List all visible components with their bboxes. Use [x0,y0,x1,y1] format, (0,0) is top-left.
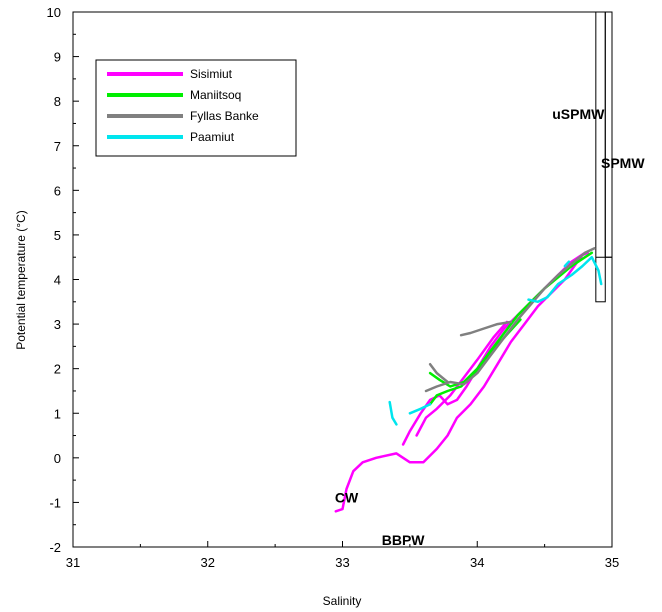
x-tick-label: 31 [66,555,80,570]
y-tick-label: -1 [49,495,61,510]
y-tick-label: 6 [54,183,61,198]
series-line-paamiut [563,260,571,268]
water-mass-box [604,11,613,258]
x-tick-label: 33 [335,555,349,570]
series-line-paamiut [408,403,432,415]
y-tick-label: -2 [49,540,61,555]
series-line-fyllas-banke [459,320,513,337]
plot-marks [334,11,613,513]
y-tick-label: 2 [54,362,61,377]
series-line-paamiut [388,400,398,426]
legend-label: Fyllas Banke [190,109,259,123]
y-tick-label: 7 [54,139,61,154]
x-axis: 31 32 33 34 35 [66,541,619,570]
series-line-fyllas-banke [428,362,449,384]
legend-label: Paamiut [190,130,235,144]
annotation-uspmw: uSPMW [552,106,605,122]
x-axis-title: Salinity [323,594,362,608]
x-tick-label: 32 [201,555,215,570]
y-tick-label: 5 [54,228,61,243]
series-line-sisimiut [415,320,509,437]
y-tick-label: 10 [47,5,61,20]
annotation-bbpw: BBPW [382,532,426,548]
series-line-paamiut [527,255,603,304]
series-line-maniitsoq [428,251,594,388]
annotation-spmw: SPMW [601,155,645,171]
series-line-fyllas-banke [424,247,596,393]
y-tick-label: 8 [54,94,61,109]
y-tick-label: 3 [54,317,61,332]
legend-label: Maniitsoq [190,88,241,102]
x-tick-label: 35 [605,555,619,570]
legend-label: Sisimiut [190,67,233,81]
legend: Sisimiut Maniitsoq Fyllas Banke Paamiut [95,59,297,157]
y-tick-label: 4 [54,273,61,288]
y-tick-label: 1 [54,406,61,421]
annotation-cw: CW [335,489,359,505]
x-tick-label: 34 [470,555,484,570]
y-tick-label: 0 [54,451,61,466]
y-axis: -2 -1 0 1 2 3 4 5 6 7 8 9 10 [47,5,79,555]
y-tick-label: 9 [54,50,61,65]
y-axis-title: Potential temperature (°C) [14,210,28,350]
annotations: uSPMW SPMW CW BBPW [335,106,645,548]
